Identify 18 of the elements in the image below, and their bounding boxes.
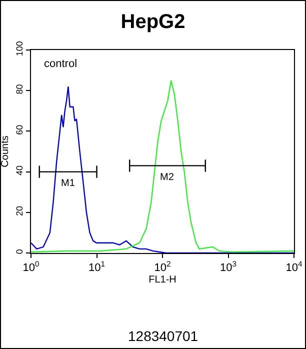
y-tick-label: 100 [14, 41, 24, 56]
annotation: M1 [61, 178, 76, 189]
chart-title: HepG2 [120, 10, 186, 33]
x-tick-label: 10$^{0}$ [22, 260, 40, 274]
x-axis-title: FL1-H [148, 274, 176, 286]
y-tick-label: 60 [14, 124, 24, 135]
y-tick-label: 40 [14, 165, 24, 176]
x-tick-label: 10$^{4}$ [286, 260, 303, 274]
x-tick-label: 10$^{3}$ [220, 260, 237, 274]
text: 128340701 [128, 328, 198, 344]
x-tick-label: 10$^{2}$ [154, 260, 171, 274]
annotation: control [44, 58, 78, 70]
y-tick-label: 20 [14, 206, 24, 216]
y-axis-title: Counts [0, 136, 11, 168]
y-tick-label: 80 [14, 84, 24, 94]
x-tick-label: 10$^{1}$ [88, 260, 106, 274]
annotation: M2 [160, 172, 174, 183]
y-tick-label: 0 [14, 249, 24, 254]
